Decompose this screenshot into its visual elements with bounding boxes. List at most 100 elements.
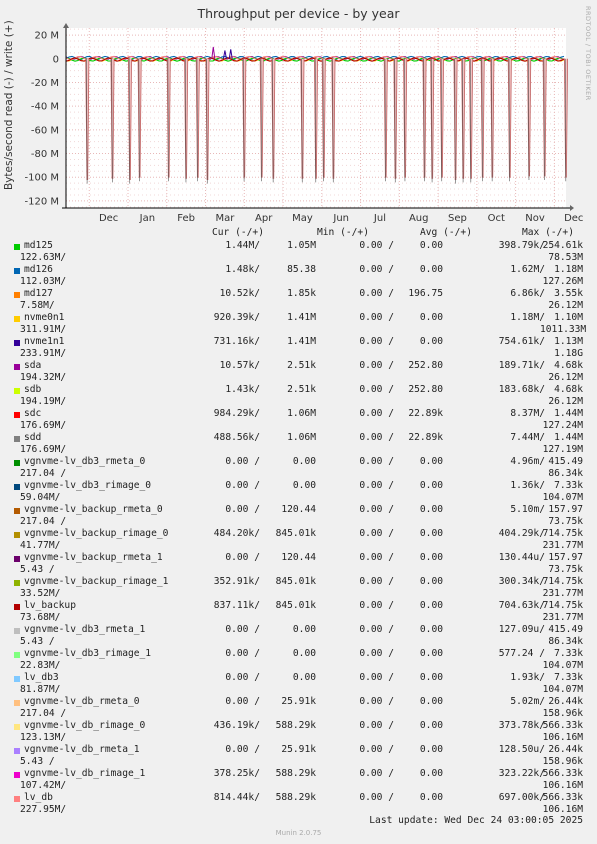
legend-row: vgnvme-lv_db_rmeta_0 0.00 / 25.91k 0.00 / 0.… <box>0 696 597 720</box>
legend-row: md127 10.52k/1.85k 0.00 / 196.75 6.86k/3.55k… <box>0 288 597 312</box>
legend-max: 1.44M <box>554 432 583 443</box>
legend-cur-read: 33.52M/ <box>20 588 61 599</box>
legend-cur-read: 123.13M/ <box>20 732 67 743</box>
legend-avg: 8.37M/ <box>510 408 545 419</box>
last-update: Last update: Wed Dec 24 03:00:05 2025 <box>369 815 583 826</box>
read-spike-dark <box>332 58 334 183</box>
legend-swatch <box>14 748 20 754</box>
legend-cur-read: 41.77M/ <box>20 540 61 551</box>
legend-min-read: 0.00 / <box>359 336 394 347</box>
read-spike-dark <box>196 58 198 182</box>
legend-row: vgnvme-lv_backup_rimage_0 484.20k/845.01k… <box>0 528 597 552</box>
x-tick-label: Jul <box>373 213 386 224</box>
legend-name: sda <box>24 360 42 371</box>
legend-avg: 1.93k/ <box>510 672 545 683</box>
legend-avg: 5.10m/ <box>510 504 545 515</box>
legend-cur: 0.00 / <box>225 456 260 467</box>
legend-min: 0.00 <box>292 648 316 659</box>
legend-avg: 398.79k/ <box>498 240 545 251</box>
x-axis-arrow <box>570 205 574 211</box>
y-tick-label: -80 M <box>31 149 59 160</box>
legend-avg-read: 0.00 <box>419 768 443 779</box>
legend-swatch <box>14 268 20 274</box>
legend-max: 1.13M <box>554 336 583 347</box>
x-tick-label: Jun <box>332 213 349 224</box>
read-spike-dark <box>508 58 510 182</box>
legend-max: 1.44M <box>554 408 583 419</box>
legend-avg-read: 252.80 <box>408 360 443 371</box>
legend-swatch <box>14 316 20 322</box>
legend-name: sdd <box>24 432 42 443</box>
legend-cur-read: 107.42M/ <box>20 780 67 791</box>
read-spike-dark <box>260 58 262 182</box>
legend-cur-read: 233.91M/ <box>20 348 67 359</box>
write-spike <box>222 50 227 59</box>
legend-max: 714.75k <box>542 576 583 587</box>
legend-avg: 130.44u/ <box>498 552 545 563</box>
legend-max-read: 26.12M <box>548 372 583 383</box>
legend-row: lv_backup 837.11k/845.01k 0.00 / 0.00 704.63… <box>0 600 597 624</box>
legend-cur-read: 5.43 / <box>20 636 55 647</box>
legend-max-read: 231.77M <box>542 540 583 551</box>
legend-min-read: 0.00 / <box>359 648 394 659</box>
x-tick-label: Oct <box>488 213 505 224</box>
legend-row: vgnvme-lv_backup_rmeta_1 0.00 / 120.44 0.00… <box>0 552 597 576</box>
read-spike-dark <box>404 58 406 182</box>
read-spike-dark <box>138 58 140 182</box>
x-tick-label: Dec <box>564 213 583 224</box>
legend-avg: 1.36k/ <box>510 480 545 491</box>
legend-min-read: 0.00 / <box>359 384 394 395</box>
legend-cur: 920.39k/ <box>213 312 260 323</box>
legend-max: 157.97 <box>548 552 583 563</box>
legend-max: 254.61k <box>542 240 583 251</box>
legend-swatch <box>14 292 20 298</box>
legend-max-read: 106.16M <box>542 732 583 743</box>
legend-name: sdb <box>24 384 42 395</box>
legend-min: 1.05M <box>287 240 316 251</box>
legend-avg-read: 0.00 <box>419 504 443 515</box>
legend-cur-read: 122.63M/ <box>20 252 67 263</box>
legend-min-read: 0.00 / <box>359 504 394 515</box>
throughput-chart: 20 M 0 -20 M -40 M -60 M -80 M -100 M -120 M De… <box>24 23 583 224</box>
legend-max-read: 86.34k <box>548 468 583 479</box>
write-spike <box>211 46 216 59</box>
legend-name: vgnvme-lv_db3_rimage_1 <box>24 648 152 659</box>
legend-row: sdb 1.43k/2.51k 0.00 / 252.80 183.68k/4.68k 1… <box>0 384 597 408</box>
y-tick-label: -20 M <box>31 78 59 89</box>
legend-cur: 0.00 / <box>225 648 260 659</box>
legend-row: sda 10.57k/2.51k 0.00 / 252.80 189.71k/4.68k… <box>0 360 597 384</box>
legend-name: md127 <box>24 288 53 299</box>
legend-cur-read: 227.95M/ <box>20 804 67 815</box>
legend-name: lv_backup <box>24 600 76 611</box>
legend-avg-read: 22.89k <box>408 408 443 419</box>
legend-cur-read: 22.83M/ <box>20 660 61 671</box>
series-baseline-5 <box>65 57 565 62</box>
legend-min: 0.00 <box>292 672 316 683</box>
legend-name: vgnvme-lv_backup_rimage_0 <box>24 528 169 539</box>
legend-avg-read: 0.00 <box>419 312 443 323</box>
x-tick-label: Jan <box>139 213 155 224</box>
legend-min: 2.51k <box>287 360 316 371</box>
legend-swatch <box>14 484 20 490</box>
read-spike-dark <box>528 58 530 181</box>
munin-version: Munin 2.0.75 <box>275 829 322 837</box>
read-spike-dark <box>564 58 567 182</box>
legend-swatch <box>14 244 20 250</box>
y-tick-label: -120 M <box>24 196 59 207</box>
legend-avg: 6.86k/ <box>510 288 545 299</box>
legend-cur-read: 311.91M/ <box>20 324 67 335</box>
legend-row: md125 1.44M/1.05M 0.00 / 0.00 398.79k/254.61… <box>0 240 597 264</box>
read-spike-dark <box>111 58 113 183</box>
legend-max-read: 1011.33M <box>540 324 587 335</box>
legend-cur: 0.00 / <box>225 672 260 683</box>
legend-cur: 1.44M/ <box>225 240 260 251</box>
read-spike-dark <box>543 58 545 181</box>
x-tick-label: Apr <box>255 213 273 224</box>
legend-cur: 984.29k/ <box>213 408 260 419</box>
legend-cur-read: 217.04 / <box>20 468 67 479</box>
legend-max-read: 127.19M <box>542 444 583 455</box>
legend-cur: 10.52k/ <box>219 288 260 299</box>
legend-min-read: 0.00 / <box>359 624 394 635</box>
legend-row: vgnvme-lv_backup_rmeta_0 0.00 / 120.44 0.00… <box>0 504 597 528</box>
read-spike-dark <box>128 58 131 184</box>
